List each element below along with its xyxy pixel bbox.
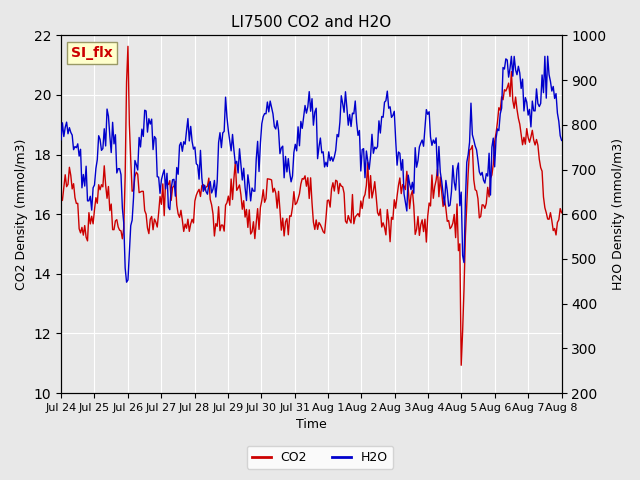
- Legend: CO2, H2O: CO2, H2O: [247, 446, 393, 469]
- Text: SI_flx: SI_flx: [71, 46, 113, 60]
- X-axis label: Time: Time: [296, 419, 326, 432]
- Y-axis label: H2O Density (mmol/m3): H2O Density (mmol/m3): [612, 138, 625, 290]
- Title: LI7500 CO2 and H2O: LI7500 CO2 and H2O: [231, 15, 392, 30]
- Y-axis label: CO2 Density (mmol/m3): CO2 Density (mmol/m3): [15, 139, 28, 290]
